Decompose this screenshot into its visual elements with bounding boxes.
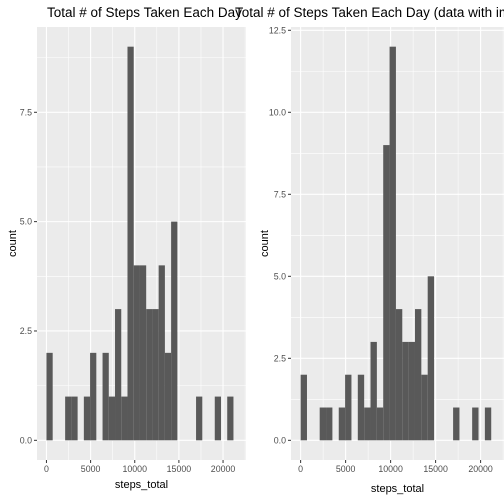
histogram-bar [65,396,72,441]
histogram-bar [46,352,53,441]
chart-title: Total # of Steps Taken Each Day [47,5,242,20]
histogram-bar [326,407,333,441]
histogram-bar [484,407,492,441]
y-tick-label: 0.0 [20,435,32,445]
histogram-bar [370,341,377,441]
y-tick-label: 5.0 [274,271,286,281]
histogram-bar [127,46,134,441]
histogram-bar [402,341,409,441]
histogram-bar [133,265,140,441]
histogram-bar [414,309,422,441]
histogram-bar [115,309,122,441]
histogram-bar [345,374,352,441]
y-tick-label: 2.5 [274,353,286,363]
histogram-bar [164,352,172,441]
chart-title: Total # of Steps Taken Each Day (data wi… [235,5,504,20]
x-tick-label: 20000 [468,464,493,474]
y-tick-label: 7.5 [274,189,286,199]
histogram-bar [389,46,396,441]
y-tick-label: 12.5 [269,25,286,35]
histogram-bar [300,374,307,441]
y-tick-label: 5.0 [20,217,32,227]
y-tick-label: 2.5 [20,326,32,336]
histogram-bar [83,396,91,441]
x-tick-label: 10000 [123,464,148,474]
y-axis-title: count [7,230,19,257]
histogram-bar [146,309,153,441]
x-tick-label: 5000 [336,464,356,474]
y-axis-title: count [259,230,271,257]
histogram-bar [171,221,178,441]
x-axis-title: steps_total [115,479,168,491]
y-tick-label: 10.0 [269,107,286,117]
x-tick-label: 15000 [423,464,448,474]
x-tick-label: 15000 [167,464,192,474]
x-tick-label: 0 [44,464,49,474]
histogram-bar [408,341,415,441]
histogram-bar [90,352,97,441]
histogram-bar [427,276,435,441]
y-tick-label: 0.0 [274,435,286,445]
histogram-bars [300,46,492,441]
chart-panel-2: 0 5000 10000 15000 20000 0.0 2.5 5.0 7.5 10.0 12.5… [235,5,504,495]
histogram-bar [108,396,116,441]
histogram-bar [383,145,390,441]
histogram-bar [364,407,371,441]
histogram-bar [376,407,384,441]
histogram-bar [453,407,460,441]
x-axis-title: steps_total [371,483,424,495]
y-tick-label: 7.5 [20,107,32,117]
histogram-bar [227,396,234,441]
histogram-bar [357,374,365,441]
histogram-bar [102,352,109,441]
x-tick-label: 10000 [378,464,403,474]
x-tick-label: 0 [298,464,303,474]
histogram-bar [121,396,128,441]
histogram-bar [395,309,403,441]
chart-panel-1: 0 5000 10000 15000 20000 0.0 2.5 5.0 7.5 steps_to… [7,5,246,491]
histogram-bars [46,46,234,441]
histogram-bar [71,396,78,441]
x-tick-label: 5000 [81,464,101,474]
histogram-bar [139,265,147,441]
histogram-bar [319,407,327,441]
histogram-bar [472,407,479,441]
histogram-bar [214,396,221,441]
histogram-bar [152,309,159,441]
histogram-bar [158,265,165,441]
histogram-bar [338,407,346,441]
histogram-bar [421,374,428,441]
x-tick-label: 20000 [211,464,236,474]
histogram-bar [196,396,203,441]
